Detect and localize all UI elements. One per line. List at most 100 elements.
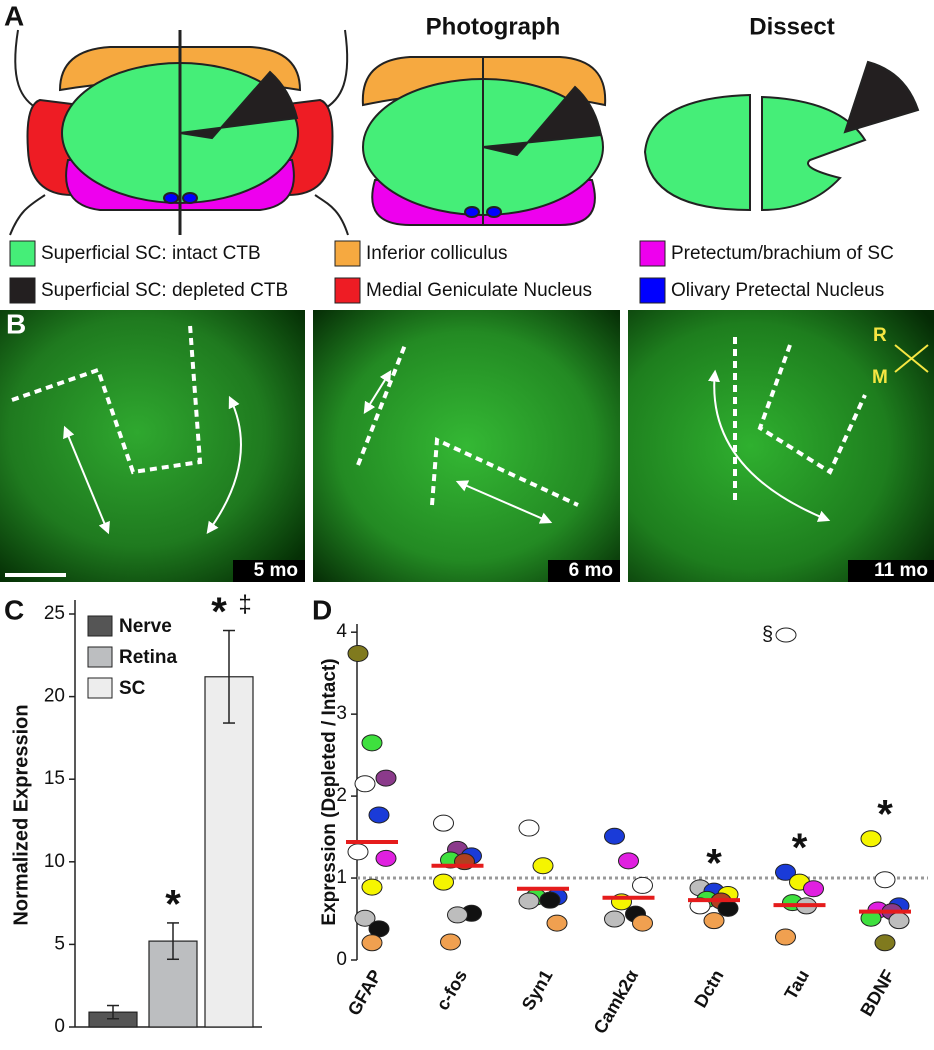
arrow	[363, 369, 392, 415]
data-point	[632, 914, 653, 932]
significance-mark: *	[792, 826, 808, 870]
bar	[204, 676, 254, 1028]
data-point	[361, 734, 383, 752]
dissected-right	[761, 95, 867, 212]
data-point	[703, 912, 725, 930]
outline	[14, 29, 41, 111]
data-point	[447, 906, 468, 924]
y-tick-label: 5	[54, 933, 65, 954]
data-point	[433, 873, 454, 891]
data-point	[518, 892, 540, 910]
data-point	[546, 914, 568, 932]
x-tick-label: GFAP	[344, 966, 386, 1018]
data-point	[604, 910, 625, 928]
age-box	[548, 560, 620, 582]
y-tick-label: 20	[44, 686, 65, 707]
outline	[321, 29, 349, 111]
panel-b: B R M 5 mo 6 mo 11 mo	[0, 308, 934, 582]
legend-swatch	[9, 277, 36, 304]
legend-swatch	[639, 240, 666, 267]
age-label: 5 mo	[254, 560, 298, 581]
age-label: 11 mo	[874, 560, 928, 581]
data-point	[874, 934, 896, 952]
photo	[628, 310, 934, 582]
legend-label: Pretectum/brachium of SC	[671, 243, 894, 264]
data-point	[604, 827, 625, 845]
panel-label: C	[4, 594, 24, 625]
outline	[9, 194, 46, 236]
data-point	[361, 934, 383, 952]
x-tick-label: c-fos	[432, 966, 471, 1013]
arrow	[455, 480, 553, 524]
legend-swatch	[334, 240, 361, 267]
orientation-line	[894, 344, 929, 373]
data-point	[518, 819, 540, 837]
key-marker	[775, 627, 797, 643]
legend-label: Medial Geniculate Nucleus	[366, 280, 592, 301]
data-point	[775, 863, 796, 881]
legend-swatch	[87, 615, 113, 637]
data-point	[433, 814, 454, 832]
y-tick-label: 10	[44, 851, 65, 872]
data-point	[618, 852, 639, 870]
age-label: 6 mo	[569, 560, 613, 581]
depleted-wedge	[179, 70, 299, 140]
legend-swatch	[9, 240, 36, 267]
legend-swatch	[639, 277, 666, 304]
arrow	[63, 425, 110, 535]
key-symbol: §	[762, 623, 773, 645]
data-point	[368, 806, 390, 824]
legend-label: Retina	[119, 647, 178, 668]
legend-label: Olivary Pretectal Nucleus	[671, 280, 884, 301]
outline	[314, 194, 349, 236]
y-tick-label: 4	[336, 621, 347, 642]
opn	[486, 206, 502, 218]
age-box	[233, 560, 305, 582]
x-tick-label: Tau	[780, 966, 813, 1003]
significance-mark: *	[211, 590, 227, 634]
data-point	[532, 857, 554, 875]
legend-label: Superficial SC: intact CTB	[41, 243, 261, 264]
legend-label: Nerve	[119, 616, 172, 637]
data-point	[632, 876, 653, 894]
depleted-wedge	[482, 85, 603, 157]
dissected-left	[643, 93, 751, 212]
panel-label: A	[4, 0, 24, 31]
legend-label: Superficial SC: depleted CTB	[41, 280, 288, 301]
legend-swatch	[87, 677, 113, 699]
legend-swatch	[334, 277, 361, 304]
data-point	[361, 878, 383, 896]
data-point	[375, 769, 397, 787]
arrow	[708, 369, 831, 522]
legend-swatch	[87, 646, 113, 668]
panel-label: D	[312, 594, 332, 625]
data-point	[354, 909, 376, 927]
depleted-wedge	[843, 60, 920, 134]
y-tick-label: 0	[54, 1016, 65, 1037]
opn	[182, 192, 198, 204]
legend-label: SC	[119, 678, 146, 699]
opn	[163, 192, 179, 204]
data-point	[860, 830, 882, 848]
data-point	[775, 928, 796, 946]
data-point	[354, 775, 376, 793]
heading: Dissect	[749, 13, 834, 40]
y-axis-label: Normalized Expression	[10, 704, 32, 925]
y-tick-label: 2	[336, 785, 347, 806]
significance-mark: *	[165, 882, 181, 926]
data-point	[440, 933, 461, 951]
y-tick-label: 15	[44, 768, 65, 789]
data-point	[874, 871, 896, 889]
photo	[0, 310, 305, 582]
panel-label: B	[6, 308, 26, 339]
x-tick-label: Camk2α	[590, 966, 642, 1037]
dissection-line	[11, 324, 203, 475]
data-point	[347, 645, 369, 663]
significance-mark: *	[706, 841, 722, 885]
y-axis-label: Expression (Depleted / Intact)	[319, 658, 340, 925]
data-point	[888, 912, 910, 930]
x-tick-label: BDNF	[856, 966, 898, 1019]
data-point	[717, 899, 739, 917]
